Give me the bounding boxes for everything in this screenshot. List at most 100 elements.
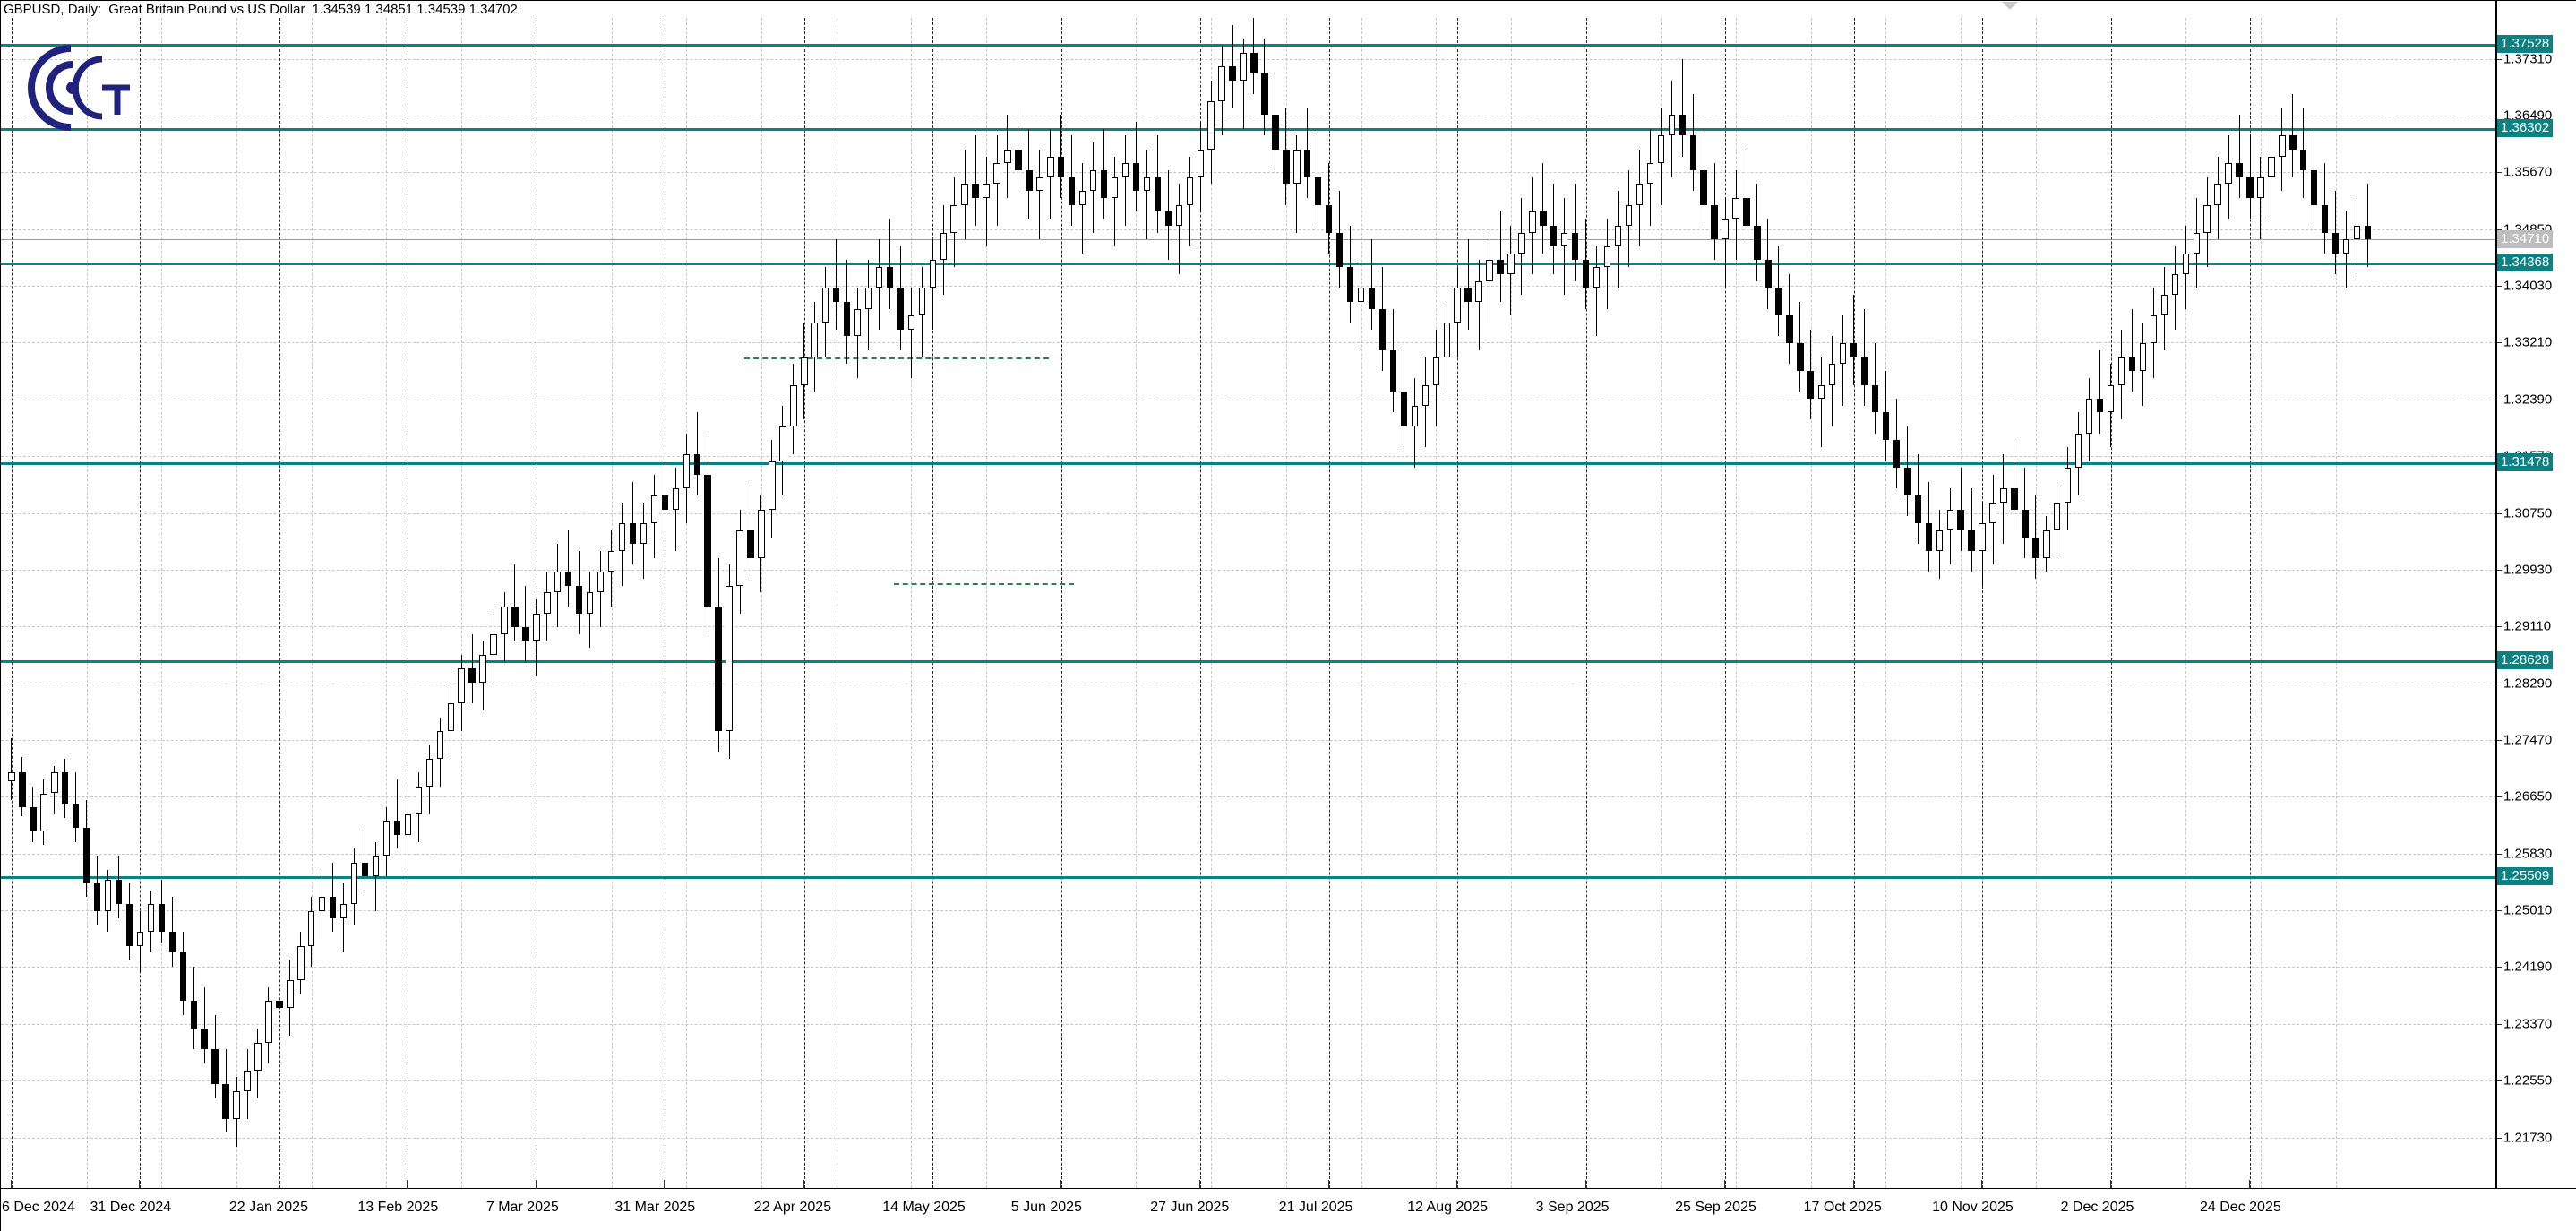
candlestick[interactable] <box>1807 329 1815 420</box>
candlestick[interactable] <box>393 779 401 849</box>
candlestick[interactable] <box>1121 135 1129 226</box>
trend-line-object[interactable] <box>894 583 1074 586</box>
candlestick[interactable] <box>2214 156 2221 240</box>
candlestick[interactable] <box>2022 468 2029 558</box>
candlestick[interactable] <box>2311 128 2318 226</box>
candlestick[interactable] <box>179 932 186 1015</box>
candlestick[interactable] <box>2257 156 2264 240</box>
candlestick[interactable] <box>1946 488 1953 565</box>
candlestick[interactable] <box>1593 246 1601 337</box>
trend-line-object[interactable] <box>744 357 1050 359</box>
candlestick[interactable] <box>458 654 465 731</box>
candlestick[interactable] <box>501 592 508 662</box>
candlestick[interactable] <box>522 585 529 662</box>
candlestick[interactable] <box>1389 308 1397 413</box>
candlestick[interactable] <box>640 502 648 579</box>
candlestick[interactable] <box>1636 149 1644 247</box>
candlestick[interactable] <box>2364 184 2372 268</box>
candlestick[interactable] <box>2279 108 2286 192</box>
candlestick[interactable] <box>1646 128 1654 226</box>
candlestick[interactable] <box>479 641 486 710</box>
candlestick[interactable] <box>1561 197 1568 296</box>
candlestick[interactable] <box>940 204 947 296</box>
candlestick[interactable] <box>2043 516 2050 572</box>
candlestick[interactable] <box>168 897 176 967</box>
candlestick[interactable] <box>544 572 551 641</box>
candlestick[interactable] <box>1828 336 1836 426</box>
candlestick[interactable] <box>361 828 369 891</box>
candlestick[interactable] <box>607 529 615 607</box>
candlestick[interactable] <box>1668 80 1676 177</box>
candlestick[interactable] <box>244 1049 251 1119</box>
candlestick[interactable] <box>1529 176 1536 274</box>
candlestick[interactable] <box>1518 197 1525 296</box>
candlestick[interactable] <box>468 633 476 704</box>
candlestick[interactable] <box>1229 24 1236 108</box>
chart-shift-marker[interactable] <box>2002 2 2018 10</box>
candlestick[interactable] <box>1186 156 1193 246</box>
candlestick[interactable] <box>2096 349 2104 434</box>
candlestick[interactable] <box>1089 142 1097 233</box>
candlestick[interactable] <box>1700 128 1707 226</box>
candlestick[interactable] <box>1475 260 1482 350</box>
candlestick[interactable] <box>661 453 669 530</box>
candlestick[interactable] <box>136 910 144 974</box>
candlestick[interactable] <box>1261 39 1268 136</box>
candlestick[interactable] <box>447 682 454 759</box>
candlestick[interactable] <box>490 613 497 683</box>
candlestick[interactable] <box>1132 121 1140 212</box>
candlestick[interactable] <box>1936 509 1943 579</box>
candlestick[interactable] <box>2085 377 2093 461</box>
candlestick[interactable] <box>73 772 80 842</box>
candlestick[interactable] <box>822 267 829 357</box>
candlestick[interactable] <box>511 564 519 641</box>
candlestick[interactable] <box>1218 45 1225 136</box>
candlestick[interactable] <box>1572 184 1579 281</box>
candlestick[interactable] <box>726 564 733 759</box>
candlestick[interactable] <box>2289 94 2297 177</box>
candlestick[interactable] <box>2139 323 2147 406</box>
candlestick[interactable] <box>597 551 605 628</box>
candlestick[interactable] <box>2171 246 2178 330</box>
candlestick[interactable] <box>650 475 658 558</box>
candlestick[interactable] <box>897 246 905 350</box>
candlestick[interactable] <box>19 757 26 816</box>
candlestick[interactable] <box>1507 225 1515 316</box>
candlestick[interactable] <box>1497 211 1504 302</box>
candlestick[interactable] <box>1614 191 1622 288</box>
candlestick[interactable] <box>1839 315 1847 406</box>
candlestick[interactable] <box>565 529 572 607</box>
candlestick[interactable] <box>276 966 283 1029</box>
candlestick[interactable] <box>62 758 69 818</box>
candlestick[interactable] <box>704 433 711 634</box>
candlestick[interactable] <box>1722 197 1729 288</box>
candlestick[interactable] <box>832 239 840 330</box>
candlestick[interactable] <box>1657 108 1665 205</box>
candlestick[interactable] <box>2353 197 2361 274</box>
candlestick[interactable] <box>287 959 294 1036</box>
horizontal-level-line[interactable] <box>1 659 2496 663</box>
candlestick[interactable] <box>554 544 562 628</box>
candlestick[interactable] <box>1443 301 1450 392</box>
candlestick[interactable] <box>983 156 990 246</box>
candlestick[interactable] <box>93 856 101 925</box>
candlestick[interactable] <box>918 267 926 357</box>
candlestick[interactable] <box>1197 121 1204 212</box>
candlestick[interactable] <box>1293 135 1301 233</box>
candlestick[interactable] <box>2342 211 2350 288</box>
candlestick[interactable] <box>40 779 47 846</box>
level-price-badge[interactable]: 1.36302 <box>2497 119 2554 138</box>
candlestick[interactable] <box>350 848 358 925</box>
candlestick[interactable] <box>30 786 37 842</box>
candlestick[interactable] <box>308 897 315 967</box>
candlestick[interactable] <box>1111 156 1119 246</box>
candlestick[interactable] <box>1154 135 1162 233</box>
candlestick[interactable] <box>683 433 690 524</box>
candlestick[interactable] <box>1765 219 1772 309</box>
horizontal-level-line[interactable] <box>1 462 2496 466</box>
candlestick[interactable] <box>2246 135 2254 220</box>
candlestick[interactable] <box>575 551 583 634</box>
candlestick[interactable] <box>2225 135 2232 220</box>
candlestick[interactable] <box>1315 135 1322 226</box>
candlestick[interactable] <box>1903 426 1911 517</box>
